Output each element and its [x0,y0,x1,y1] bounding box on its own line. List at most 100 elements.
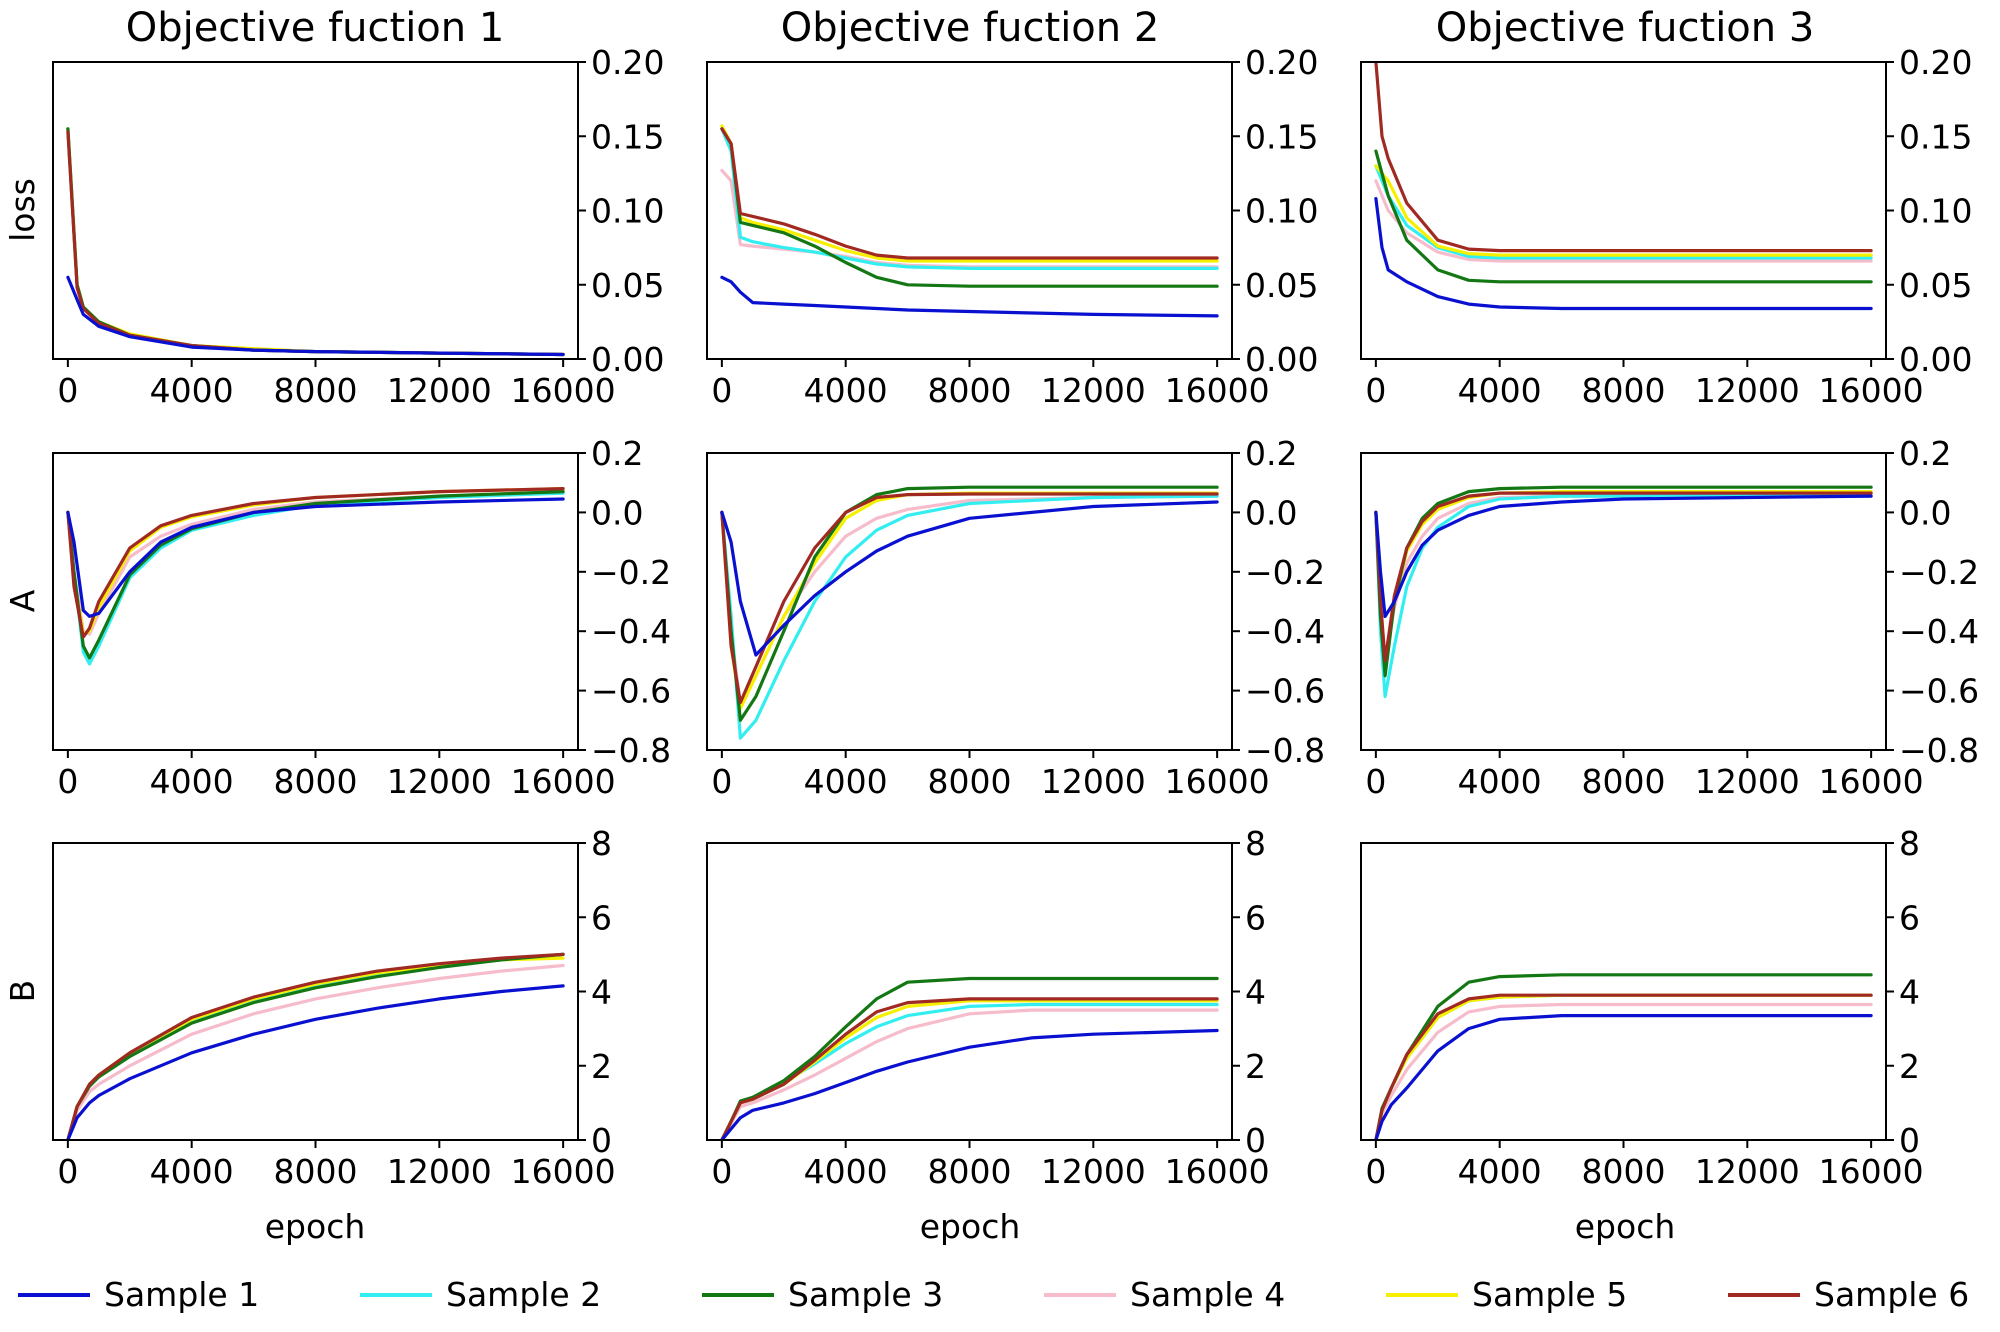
series-line-sample-3 [1374,973,1873,1140]
x-tick-label: 0 [711,762,732,801]
legend-label: Sample 2 [446,1275,601,1314]
x-tick-label: 8000 [1582,1152,1666,1191]
x-tick-label: 8000 [1582,371,1666,410]
series-line-sample-3 [720,485,1219,722]
panel-2-2: 0 4000 8000 12000 16000−0.8 −0.6 −0.4 −0.2 0.0 0.… [706,434,1325,801]
y-tick-label: 0 [591,1121,612,1160]
column-title-3: Objective fuction 3 [1436,5,1815,51]
legend-label: Sample 4 [1130,1275,1285,1314]
x-tick-label: 16000 [511,1152,616,1191]
x-tick-label: 8000 [274,1152,358,1191]
series-line-sample-1 [1374,1014,1873,1140]
series-line-sample-1 [66,984,565,1140]
column-title-2: Objective fuction 2 [781,5,1160,51]
x-tick-label: 0 [57,371,78,410]
y-tick-label: 0.05 [591,266,664,305]
x-tick-label: 12000 [1041,371,1146,410]
y-tick-label: 4 [1245,973,1266,1012]
series-line-sample-1 [66,275,565,357]
series-line-sample-6 [720,127,1219,260]
x-tick-label: 4000 [1458,1152,1542,1191]
y-tick-label: 0.20 [1245,43,1318,82]
x-tick-label: 16000 [1165,371,1270,410]
series-line-sample-5 [1374,164,1873,257]
legend-label: Sample 6 [1814,1275,1969,1314]
x-axis-label-epoch-1: epoch [265,1207,366,1246]
x-tick-label: 12000 [1695,762,1800,801]
x-tick-label: 8000 [928,1152,1012,1191]
x-tick-label: 0 [1365,371,1386,410]
x-tick-label: 12000 [387,1152,492,1191]
series-line-sample-2 [66,127,565,357]
x-axis-label-epoch-2: epoch [920,1207,1021,1246]
y-tick-label: 0.00 [1899,340,1972,379]
x-tick-label: 16000 [511,371,616,410]
series-line-sample-6 [1374,491,1873,663]
x-tick-label: 0 [1365,762,1386,801]
series-line-sample-1 [66,497,565,618]
x-tick-label: 12000 [1041,762,1146,801]
row-label-a: A [3,589,42,612]
series-line-sample-5 [66,127,565,357]
y-tick-label: 2 [591,1047,612,1086]
series-line-sample-3 [720,976,1219,1140]
x-tick-label: 12000 [1695,1152,1800,1191]
x-tick-label: 8000 [928,371,1012,410]
y-tick-label: −0.4 [1245,612,1325,651]
series-line-sample-4 [1374,179,1873,263]
y-tick-label: 0.15 [591,117,664,156]
panel-2-1: 0 4000 8000 12000 16000−0.8 −0.6 −0.4 −0.2 0.0 0.… [52,434,671,801]
y-tick-label: 0.05 [1245,266,1318,305]
x-tick-label: 12000 [387,762,492,801]
x-tick-label: 8000 [1582,762,1666,801]
y-tick-label: 0.10 [1245,192,1318,231]
y-tick-label: −0.2 [591,553,671,592]
series-group [720,485,1219,740]
x-tick-label: 16000 [511,762,616,801]
y-tick-label: 0.20 [591,43,664,82]
series-line-sample-6 [66,130,565,357]
x-tick-label: 4000 [804,371,888,410]
y-tick-label: −0.6 [1245,672,1325,711]
series-line-sample-2 [720,127,1219,270]
plot-frame [1360,61,1887,360]
series-line-sample-4 [1374,1002,1873,1140]
series-group [720,124,1219,318]
series-line-sample-6 [66,487,565,639]
series-line-sample-5 [720,124,1219,263]
y-tick-label: −0.8 [1245,731,1325,770]
y-tick-label: 0.15 [1899,117,1972,156]
series-group [66,952,565,1140]
y-tick-label: 0.0 [1245,493,1297,532]
x-tick-label: 8000 [274,371,358,410]
row-label-loss: loss [3,178,42,242]
panel-grid: 0 4000 8000 12000 160000.000.050.100.150.200… [52,43,1979,1191]
y-tick-label: 0 [1245,1121,1266,1160]
series-group [1374,973,1873,1140]
x-tick-label: 0 [57,1152,78,1191]
x-tick-label: 12000 [1695,371,1800,410]
y-tick-label: 8 [1899,824,1920,863]
y-tick-label: 2 [1899,1047,1920,1086]
x-tick-label: 4000 [150,762,234,801]
x-tick-label: 0 [711,371,732,410]
x-tick-label: 16000 [1165,762,1270,801]
series-line-sample-1 [720,275,1219,318]
series-line-sample-4 [66,127,565,357]
x-tick-label: 8000 [928,762,1012,801]
series-line-sample-6 [720,997,1219,1140]
legend-item-1: Sample 1 [18,1275,259,1314]
legend-label: Sample 3 [788,1275,943,1314]
plot-frame [52,61,579,360]
series-group [1374,62,1873,311]
y-tick-label: 6 [1245,898,1266,937]
x-tick-label: 16000 [1819,762,1924,801]
x-axis-label-epoch-3: epoch [1575,1207,1676,1246]
legend-label: Sample 1 [104,1275,259,1314]
